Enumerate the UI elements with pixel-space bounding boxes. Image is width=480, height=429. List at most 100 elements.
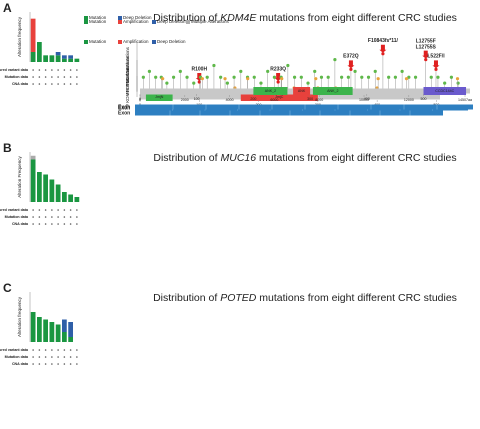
lollipop-head bbox=[381, 52, 385, 56]
bar-segment bbox=[55, 184, 61, 202]
lollipop-head bbox=[200, 77, 204, 81]
row-dot bbox=[69, 363, 72, 365]
lollipop-head bbox=[299, 75, 303, 79]
y-axis-label: # KDM4E Mutations bbox=[125, 66, 130, 107]
lollipop-head bbox=[393, 75, 397, 79]
legend-label: Amplification bbox=[123, 39, 149, 44]
x-tick-label: 14507aa bbox=[458, 98, 472, 102]
lollipop-head bbox=[376, 77, 380, 81]
lollipop-head bbox=[360, 75, 364, 79]
row-dot bbox=[57, 83, 59, 85]
bar-segment bbox=[68, 194, 73, 202]
row-dot bbox=[76, 69, 78, 71]
lollipop-head bbox=[413, 75, 418, 79]
row-dot bbox=[44, 216, 47, 218]
row-dot bbox=[44, 209, 47, 211]
x-tick-label: 300 bbox=[307, 97, 313, 101]
title-part: Distribution of bbox=[153, 292, 220, 304]
lollipop-head bbox=[306, 81, 310, 85]
lollipop-head bbox=[434, 67, 438, 71]
label-arrow bbox=[274, 73, 282, 81]
lollipop-head bbox=[387, 75, 391, 79]
row-dot bbox=[32, 223, 34, 225]
panel-label: A bbox=[3, 1, 12, 15]
row-dot bbox=[63, 349, 66, 351]
title-part: KDM4E bbox=[220, 12, 257, 24]
panel-label: B bbox=[3, 141, 12, 155]
lollipop-head bbox=[400, 69, 404, 73]
lollipop-head bbox=[272, 75, 277, 79]
domain-label: ANK_2 bbox=[265, 89, 276, 93]
lollipop-head bbox=[161, 77, 165, 81]
bar-segment bbox=[68, 58, 73, 62]
bar-segment bbox=[62, 332, 67, 342]
domain-label: ANK bbox=[298, 89, 306, 93]
bar-segment bbox=[62, 55, 67, 59]
row-label: Mutation data bbox=[5, 355, 29, 359]
lollipop-head bbox=[185, 75, 189, 79]
exon-label: Exon bbox=[118, 110, 130, 116]
row-dot bbox=[69, 76, 72, 78]
y-axis-label: Alteration frequency bbox=[17, 296, 22, 337]
legend-label: Mutation bbox=[89, 15, 107, 20]
row-dot bbox=[38, 223, 41, 225]
legend-swatch bbox=[118, 20, 122, 24]
bar-segment bbox=[68, 337, 73, 342]
lollipop-head bbox=[443, 81, 447, 85]
bar-segment bbox=[68, 55, 73, 59]
lollipop-head bbox=[319, 75, 324, 79]
legend-label: Deep Deletion bbox=[123, 15, 152, 20]
lollipop-head bbox=[252, 75, 256, 79]
row-dot bbox=[51, 69, 53, 71]
row-dot bbox=[38, 83, 41, 85]
row-dot bbox=[57, 223, 59, 225]
row-dot bbox=[32, 69, 34, 71]
row-label: Structured variant data bbox=[0, 208, 29, 212]
lollipop-head bbox=[436, 75, 440, 79]
exon-label: Exon bbox=[118, 104, 130, 110]
lollipop-head bbox=[266, 69, 270, 73]
title-part: Distribution of bbox=[153, 152, 220, 164]
x-tick-label: 8000 bbox=[315, 98, 323, 102]
row-dot bbox=[76, 209, 78, 211]
legend-label: Mutation bbox=[89, 19, 107, 24]
legend-swatch bbox=[118, 40, 122, 44]
row-dot bbox=[76, 356, 78, 358]
x-tick-label: 6000 bbox=[270, 98, 278, 102]
lollipop-head bbox=[147, 69, 152, 73]
row-dot bbox=[57, 216, 59, 218]
label-arrow bbox=[379, 44, 387, 53]
x-tick-label: 200 bbox=[250, 97, 256, 101]
row-dot bbox=[32, 356, 34, 358]
legend-swatch bbox=[84, 20, 88, 24]
legend-label: Deep Deletion bbox=[157, 19, 186, 24]
row-dot bbox=[57, 76, 59, 78]
row-dot bbox=[69, 349, 72, 351]
row-dot bbox=[38, 363, 41, 365]
row-dot bbox=[51, 216, 53, 218]
x-tick-label: 0 bbox=[139, 98, 141, 102]
row-dot bbox=[51, 223, 53, 225]
x-tick-label: 4000 bbox=[226, 98, 234, 102]
row-label: Mutation data bbox=[5, 75, 29, 79]
row-dot bbox=[44, 76, 47, 78]
row-dot bbox=[69, 83, 72, 85]
label-arrow bbox=[432, 60, 440, 69]
lollipop-head bbox=[455, 77, 460, 81]
bar-segment bbox=[37, 42, 42, 62]
exon-label: Exon bbox=[118, 105, 130, 111]
bar-segment bbox=[55, 324, 61, 342]
title-part: POTED bbox=[220, 292, 257, 304]
domain bbox=[293, 87, 311, 95]
lollipop-head bbox=[165, 81, 169, 85]
legend-swatch bbox=[84, 16, 88, 20]
lollipop-head bbox=[449, 75, 454, 79]
lollipop-head bbox=[333, 58, 337, 62]
row-dot bbox=[76, 216, 78, 218]
lollipop-head bbox=[286, 63, 290, 68]
lollipop-head bbox=[366, 75, 371, 79]
mutation-label-line: L12755S bbox=[416, 45, 437, 51]
lollipop-head bbox=[349, 67, 353, 71]
lollipop-head bbox=[313, 69, 317, 73]
